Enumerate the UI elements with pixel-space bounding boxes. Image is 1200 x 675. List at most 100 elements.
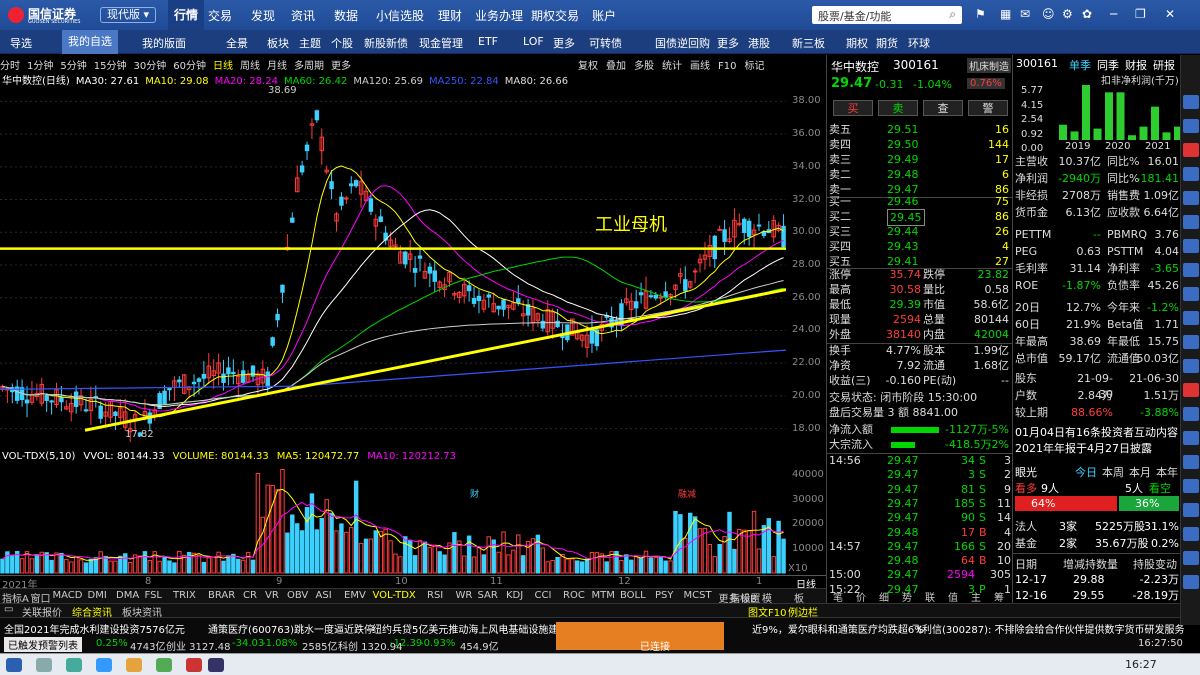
eye-tab-0[interactable]: 今日: [1075, 466, 1097, 479]
menu-6[interactable]: 理财: [438, 9, 463, 23]
indicator-tab-25[interactable]: 设置: [740, 594, 761, 605]
gift-icon[interactable]: ✿: [1082, 7, 1093, 21]
menu-3[interactable]: 资讯: [291, 9, 316, 23]
info-tab-0[interactable]: 关联报价: [22, 608, 62, 619]
browser-icon[interactable]: [66, 658, 82, 672]
toolbar-item-2[interactable]: 我的版面: [142, 37, 186, 50]
sidebar-button-6[interactable]: [1183, 239, 1199, 253]
sidebar-button-11[interactable]: [1183, 359, 1199, 373]
toolbar-item-6[interactable]: 个股: [331, 37, 353, 50]
sidebar-button-3[interactable]: [1183, 167, 1199, 181]
info-tab-1[interactable]: 综合资讯: [72, 608, 112, 619]
indicator-tab-24[interactable]: 更多: [718, 594, 739, 605]
period-tab-8[interactable]: 月线: [266, 61, 287, 72]
toolbar-item-16[interactable]: 新三板: [792, 37, 825, 50]
search-taskbar-icon[interactable]: [36, 658, 52, 672]
trading-app-icon[interactable]: [186, 658, 202, 672]
menu-1[interactable]: 交易: [208, 9, 233, 23]
fin-tab-0[interactable]: 单季: [1069, 59, 1091, 72]
menu-9[interactable]: 账户: [592, 9, 617, 23]
indicator-tab-14[interactable]: RSI: [427, 590, 444, 601]
trade-button-2[interactable]: 查: [923, 100, 963, 116]
app-icon[interactable]: [96, 658, 112, 672]
chart-tool-6[interactable]: 标记: [744, 61, 765, 72]
search-input[interactable]: 股票/基金/功能: [818, 10, 892, 23]
sidebar-button-8[interactable]: [1183, 287, 1199, 301]
indicator-tab-15[interactable]: WR: [455, 590, 473, 601]
news-item-4[interactable]: 飞利信(300287): 不排除会给合作伙伴提供数字货币研发服务: [912, 625, 1185, 636]
quote-tab-4[interactable]: 联: [925, 593, 935, 604]
grid-icon[interactable]: ▦: [1000, 7, 1012, 21]
sidebar-button-7[interactable]: [1183, 263, 1199, 277]
trade-button-3[interactable]: 警: [968, 100, 1008, 116]
minimize-icon[interactable]: ─: [1110, 7, 1118, 21]
sidebar-button-1[interactable]: [1183, 119, 1199, 133]
indicator-tab-6[interactable]: TRIX: [173, 590, 196, 601]
indicator-tab-16[interactable]: SAR: [477, 590, 498, 601]
sidebar-button-13[interactable]: [1183, 407, 1199, 421]
quote-tab-2[interactable]: 细: [879, 593, 889, 604]
indicator-tab-22[interactable]: PSY: [655, 590, 674, 601]
sidebar-button-9[interactable]: [1183, 311, 1199, 325]
indicator-tab-19[interactable]: ROC: [563, 590, 585, 601]
alert-list[interactable]: 已触发预警列表: [4, 637, 82, 652]
chart-tool-1[interactable]: 叠加: [606, 61, 626, 72]
indicator-tab-20[interactable]: MTM: [591, 590, 615, 601]
indicator-tab-21[interactable]: BOLL: [620, 590, 646, 601]
news-line-2[interactable]: 2021年年报于4月27日披露: [1015, 442, 1152, 455]
indicator-right-0[interactable]: 指标B: [730, 594, 757, 605]
period-tab-5[interactable]: 60分钟: [173, 61, 206, 72]
period-tab-3[interactable]: 15分钟: [93, 61, 127, 72]
period-right-label[interactable]: 日线: [796, 580, 816, 591]
news-item-0[interactable]: 全国2021年完成水利建设投资7576亿元: [4, 625, 185, 636]
period-tab-4[interactable]: 30分钟: [133, 61, 167, 72]
period-tab-7[interactable]: 周线: [239, 61, 260, 72]
toolbar-item-5[interactable]: 主题: [299, 37, 321, 50]
eye-tab-2[interactable]: 本月: [1129, 466, 1151, 479]
windows-start-icon[interactable]: [6, 658, 22, 672]
toolbar-item-18[interactable]: 期货: [876, 37, 898, 50]
trade-button-0[interactable]: 买: [833, 100, 873, 116]
period-tab-1[interactable]: 1分钟: [27, 61, 54, 72]
indicator-right-1[interactable]: 模: [762, 594, 772, 605]
sidebar-button-17[interactable]: [1183, 503, 1199, 517]
folder-icon[interactable]: [126, 658, 142, 672]
toolbar-item-0[interactable]: 导选: [10, 37, 32, 50]
indicator-tab-23[interactable]: MCST: [683, 590, 712, 601]
quote-tab-5[interactable]: 值: [948, 593, 958, 604]
volume-chart[interactable]: [0, 463, 786, 575]
indicator-tab-0[interactable]: 指标A: [2, 594, 29, 605]
quote-tab-3[interactable]: 势: [902, 593, 912, 604]
candlestick-chart[interactable]: 工业母机 38.69 17.82 财 融减: [0, 85, 786, 498]
fin-tab-2[interactable]: 财报: [1125, 59, 1147, 72]
sidebar-button-4[interactable]: [1183, 191, 1199, 205]
chat-icon[interactable]: ✉: [1020, 7, 1031, 21]
toolbar-item-1[interactable]: 我的自选: [62, 30, 118, 54]
close-icon[interactable]: ✕: [1165, 7, 1176, 21]
chart-tool-4[interactable]: 画线: [690, 61, 710, 72]
info-tab-2[interactable]: 板块资讯: [122, 608, 162, 619]
toolbar-item-17[interactable]: 期权: [846, 37, 868, 50]
news-line-1[interactable]: 01月04日有16条投资者互动内容: [1015, 426, 1178, 439]
bear-bar[interactable]: 36%: [1119, 496, 1179, 511]
chart-tool-3[interactable]: 统计: [662, 61, 682, 72]
news-item-3[interactable]: 近9%，爱尔眼科和通策医疗均跌超6%: [752, 625, 924, 636]
period-tab-0[interactable]: 分时: [0, 61, 20, 72]
indicator-tab-10[interactable]: OBV: [287, 590, 309, 601]
toolbar-item-19[interactable]: 环球: [908, 37, 930, 50]
indicator-tab-5[interactable]: FSL: [144, 590, 163, 601]
restore-icon[interactable]: ❐: [1135, 7, 1146, 21]
toolbar-item-14[interactable]: 更多: [717, 37, 739, 50]
indicator-right-2[interactable]: 板: [794, 594, 804, 605]
indicator-tab-12[interactable]: EMV: [344, 590, 366, 601]
sidebar-button-15[interactable]: [1183, 455, 1199, 469]
menu-2[interactable]: 发现: [251, 9, 276, 23]
toolbar-item-13[interactable]: 国债逆回购: [655, 37, 710, 50]
flag-icon[interactable]: ⚑: [975, 7, 986, 21]
version-selector[interactable]: 现代版 ▾: [100, 7, 156, 23]
news-item-2[interactable]: 纽约兵贷5亿美元推动海上风电基础设施建设: [372, 625, 569, 636]
quote-tab-6[interactable]: 主: [971, 593, 981, 604]
indicator-tab-3[interactable]: DMI: [87, 590, 107, 601]
user-icon[interactable]: ☺: [1042, 7, 1055, 21]
indicator-tab-8[interactable]: CR: [243, 590, 257, 601]
